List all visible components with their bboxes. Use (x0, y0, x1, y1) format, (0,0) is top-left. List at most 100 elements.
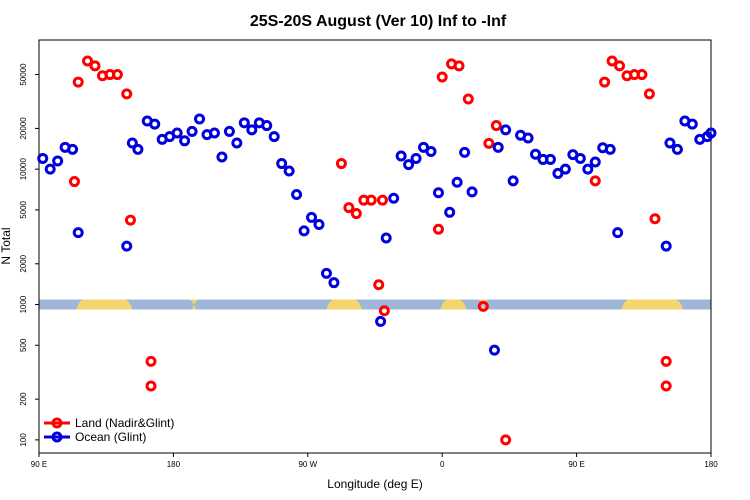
ocean-point (671, 143, 683, 155)
land-point (378, 305, 390, 317)
land-point (453, 60, 465, 72)
ocean-point (320, 267, 332, 279)
land-point (636, 69, 648, 81)
ocean-point (44, 163, 56, 175)
land-patch (477, 299, 490, 310)
data-points (37, 55, 717, 446)
ocean-point (149, 118, 161, 130)
ocean-point (582, 163, 594, 175)
ocean-point (530, 148, 542, 160)
land-patch (326, 299, 362, 310)
y-axis-ticks: 100 200 500 1000 2000 5000 10000 20000 50000 (19, 63, 39, 447)
land-point (373, 279, 385, 291)
ocean-point (179, 135, 191, 147)
land-point (335, 158, 347, 170)
ocean-point (132, 143, 144, 155)
x-axis-label: Longitude (deg E) (327, 477, 422, 491)
y-tick-label: 200 (19, 392, 28, 406)
y-tick-label: 50000 (19, 63, 28, 86)
ocean-point (216, 151, 228, 163)
land-patch (621, 299, 683, 310)
land-point (490, 120, 502, 132)
ocean-point (283, 165, 295, 177)
land-point (145, 355, 157, 367)
ocean-point (238, 117, 250, 129)
chart-title: 25S-20S August (Ver 10) Inf to -Inf (250, 13, 507, 30)
ocean-point (466, 186, 478, 198)
ocean-point (612, 227, 624, 239)
land-point (483, 137, 495, 149)
land-patch (440, 299, 467, 310)
land-point (462, 93, 474, 105)
ocean-point (660, 240, 672, 252)
ocean-point (544, 153, 556, 165)
ocean-point (171, 127, 183, 139)
legend-ocean-marker (51, 431, 63, 443)
land-point (660, 355, 672, 367)
ocean-point (395, 150, 407, 162)
land-point (72, 76, 84, 88)
legend-ocean-label: Ocean (Glint) (75, 430, 146, 444)
land-point (649, 213, 661, 225)
ocean-point (223, 125, 235, 137)
ocean-point (194, 113, 206, 125)
ocean-point (261, 120, 273, 132)
land-point (643, 88, 655, 100)
ocean-point (500, 124, 512, 136)
y-tick-label: 1000 (19, 295, 28, 313)
land-point (589, 175, 601, 187)
ocean-point (291, 188, 303, 200)
ocean-point (313, 219, 325, 231)
land-patch (76, 299, 133, 310)
land-point (350, 208, 362, 220)
land-point (500, 434, 512, 446)
ocean-point (276, 158, 288, 170)
ocean-point (186, 125, 198, 137)
ocean-point (686, 118, 698, 130)
land-point (82, 55, 94, 67)
ocean-point (507, 175, 519, 187)
y-tick-label: 100 (19, 433, 28, 447)
ocean-point (306, 211, 318, 223)
ocean-point (459, 146, 471, 158)
land-point (68, 176, 80, 188)
ocean-point (664, 137, 676, 149)
ocean-point (589, 156, 601, 168)
land-point (365, 194, 377, 206)
ocean-point (451, 176, 463, 188)
land-point (436, 71, 448, 83)
land-point (614, 60, 626, 72)
x-tick-label: 180 (167, 460, 181, 469)
y-tick-label: 5000 (19, 200, 28, 218)
ocean-point (574, 152, 586, 164)
ocean-point (444, 206, 456, 218)
ocean-point (121, 240, 133, 252)
ocean-point (231, 137, 243, 149)
land-point (376, 194, 388, 206)
y-tick-label: 500 (19, 338, 28, 352)
ocean-point (328, 277, 340, 289)
ocean-point (52, 155, 64, 167)
land-point (432, 223, 444, 235)
y-tick-label: 2000 (19, 254, 28, 272)
land-point (145, 380, 157, 392)
land-point (599, 76, 611, 88)
land-point (606, 55, 618, 67)
legend-land-label: Land (Nadir&Glint) (75, 416, 174, 430)
ocean-point (425, 146, 437, 158)
ocean-point (559, 163, 571, 175)
land-point (111, 69, 123, 81)
y-axis-label: N Total (0, 227, 13, 264)
x-tick-label: 90 E (568, 460, 584, 469)
plot-frame (38, 39, 712, 454)
land-point (124, 214, 136, 226)
land-point (89, 60, 101, 72)
legend-land-marker (51, 417, 63, 429)
y-tick-label: 10000 (19, 157, 28, 180)
y-tick-label: 20000 (19, 117, 28, 140)
ocean-point (72, 227, 84, 239)
x-tick-label: 90 W (298, 460, 317, 469)
ocean-point (410, 152, 422, 164)
x-axis-ticks: 90 E 180 90 W 0 90 E 180 (31, 453, 718, 469)
